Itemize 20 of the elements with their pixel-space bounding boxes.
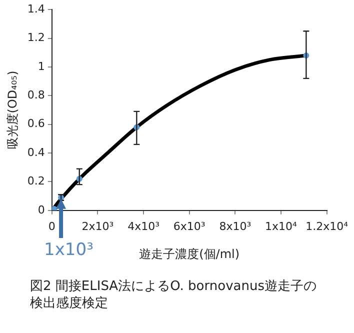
x-tick-label: 2x10³ — [82, 220, 114, 233]
y-tick-label: 0.8 — [27, 88, 45, 102]
x-tick-label: 1x10⁴ — [265, 220, 298, 233]
x-tick-label: 1.2x10⁴ — [306, 220, 349, 233]
x-tick-label: 0 — [48, 220, 56, 233]
y-tick-label: 0.4 — [27, 146, 45, 159]
x-tick-label: 4x10³ — [128, 220, 160, 233]
x-axis-title: 遊走子濃度(個/ml) — [139, 246, 240, 261]
y-tick-label: 0.2 — [27, 174, 45, 188]
x-tick-label: 6x10³ — [173, 220, 206, 233]
y-tick-label: 0.6 — [27, 117, 45, 130]
y-tick-label: 0 — [38, 203, 45, 216]
text: 図2 間接ELISA法によるO. bornovanus遊走子の検出感度検定 — [30, 278, 318, 312]
annotation: 1x10³ — [44, 240, 94, 260]
y-tick-label: 1.4 — [27, 2, 45, 16]
x-tick-label: 8x10³ — [219, 220, 252, 233]
point — [52, 206, 58, 210]
y-tick-label: 1.2 — [27, 31, 45, 44]
y-tick-label: 1 — [38, 60, 45, 73]
y-axis-title: 吸光度(OD₄₀₅) — [5, 70, 20, 150]
